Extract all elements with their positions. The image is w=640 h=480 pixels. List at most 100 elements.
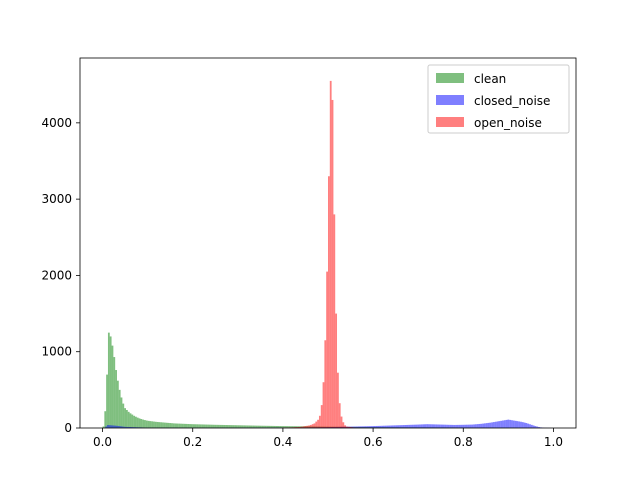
bar-clean [102, 426, 105, 428]
bar-clean [156, 421, 159, 428]
bar-clean [241, 425, 244, 428]
bar-clean [228, 425, 231, 428]
bar-closed_noise [538, 427, 540, 428]
bar-closed_noise [426, 424, 429, 428]
bar-closed_noise [126, 426, 129, 428]
bar-clean [106, 374, 108, 428]
bar-clean [264, 425, 267, 428]
bar-clean [107, 332, 110, 428]
bar-open_noise [344, 425, 347, 428]
bar-closed_noise [130, 427, 133, 428]
bar-closed_noise [419, 424, 421, 428]
bar-closed_noise [475, 424, 477, 428]
bar-closed_noise [529, 424, 531, 428]
bar-closed_noise [392, 425, 394, 428]
bar-closed_noise [478, 423, 481, 428]
bar-closed_noise [462, 424, 465, 428]
bar-closed_noise [383, 425, 385, 428]
bar-clean [111, 345, 114, 428]
bar-clean [245, 425, 247, 428]
bar-open_noise [347, 426, 350, 428]
y-axis: 0 1000 2000 3000 4000 [41, 116, 80, 435]
bar-clean [172, 423, 175, 428]
bar-open_noise [333, 214, 336, 428]
bar-closed_noise [132, 427, 135, 428]
bar-closed_noise [411, 424, 414, 428]
bar-clean [288, 426, 291, 428]
legend-swatch-clean [436, 73, 464, 83]
bar-open_noise [311, 424, 314, 428]
bar-clean [225, 425, 227, 428]
bar-clean [208, 424, 211, 428]
bar-closed_noise [491, 422, 494, 428]
bar-clean [284, 426, 287, 428]
bar-closed_noise [498, 421, 501, 428]
bar-closed_noise [366, 426, 369, 428]
bar-clean [120, 397, 123, 428]
bar-clean [127, 411, 130, 428]
bar-clean [239, 425, 242, 428]
bar-clean [230, 425, 233, 428]
bar-clean [246, 425, 249, 428]
bar-clean [255, 425, 258, 428]
legend-swatch-closed_noise [436, 95, 464, 105]
bar-closed_noise [444, 424, 447, 428]
bar-closed_noise [408, 424, 411, 428]
bar-clean [118, 389, 121, 428]
bar-closed_noise [455, 424, 457, 428]
bar-clean [237, 425, 240, 428]
bar-clean [259, 425, 262, 428]
bar-clean [125, 410, 128, 428]
bar-open_noise [342, 422, 345, 428]
bar-closed_noise [523, 422, 526, 428]
bar-closed_noise [534, 426, 537, 428]
bar-clean [254, 425, 256, 428]
x-tick-label: 0.2 [183, 435, 202, 449]
bar-closed_noise [485, 423, 488, 428]
bar-clean [122, 403, 125, 428]
bar-open_noise [300, 426, 303, 428]
bar-closed_noise [125, 426, 127, 428]
bar-clean [181, 423, 184, 428]
bar-closed_noise [520, 421, 522, 428]
bar-clean [227, 425, 229, 428]
legend: clean closed_noise open_noise [427, 64, 570, 134]
bar-clean [142, 419, 145, 428]
bar-closed_noise [514, 420, 517, 428]
bar-closed_noise [377, 425, 380, 428]
bar-clean [129, 413, 132, 428]
bar-closed_noise [395, 425, 398, 428]
bar-closed_noise [525, 423, 528, 428]
bar-closed_noise [359, 426, 362, 428]
bar-clean [199, 424, 202, 428]
series-clean [102, 332, 540, 428]
bar-clean [174, 423, 177, 428]
bar-clean [113, 357, 116, 428]
bar-closed_noise [390, 425, 393, 428]
bar-clean [201, 424, 204, 428]
bar-closed_noise [354, 426, 356, 428]
bar-open_noise [328, 176, 330, 428]
bar-clean [183, 423, 186, 428]
bar-closed_noise [119, 426, 122, 428]
bar-closed_noise [415, 424, 418, 428]
bar-closed_noise [384, 425, 387, 428]
bar-clean [270, 425, 273, 428]
bar-clean [212, 424, 215, 428]
bar-clean [275, 425, 278, 428]
bar-closed_noise [527, 423, 530, 428]
bar-closed_noise [511, 420, 513, 428]
bar-closed_noise [489, 422, 492, 428]
bar-clean [261, 425, 264, 428]
bar-open_noise [331, 99, 334, 429]
bar-closed_noise [484, 423, 486, 428]
bar-open_noise [346, 426, 348, 428]
bar-clean [263, 425, 265, 428]
bar-closed_noise [386, 425, 389, 428]
bar-clean [140, 419, 143, 428]
bar-closed_noise [435, 424, 438, 428]
bar-clean [214, 424, 217, 428]
bar-open_noise [317, 419, 319, 428]
bar-closed_noise [530, 424, 533, 428]
